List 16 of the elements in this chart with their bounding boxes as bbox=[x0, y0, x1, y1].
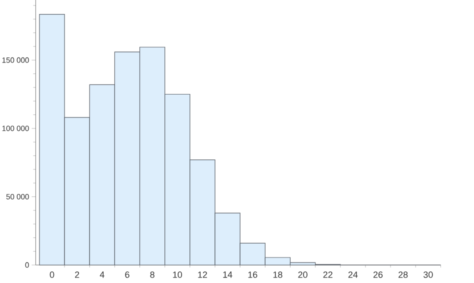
x-tick-label: 28 bbox=[398, 272, 408, 278]
x-tick-label: 10 bbox=[173, 272, 182, 278]
x-tick-label: 20 bbox=[298, 272, 308, 278]
x-tick-label: 0 bbox=[50, 272, 54, 278]
x-tick-label: 12 bbox=[198, 272, 207, 278]
x-tick-label: 22 bbox=[323, 272, 332, 278]
x-tick-label: 14 bbox=[223, 272, 232, 278]
x-tick-label: 6 bbox=[125, 272, 130, 278]
x-tick-label: 8 bbox=[150, 272, 154, 278]
x-tick-label: 2 bbox=[75, 272, 80, 278]
x-tick-label: 26 bbox=[373, 272, 383, 278]
x-tick-label: 4 bbox=[100, 272, 104, 278]
x-tick-label: 24 bbox=[348, 272, 358, 278]
x-tick-label: 18 bbox=[273, 272, 282, 278]
x-tick-label: 16 bbox=[248, 272, 258, 278]
x-tick-label: 30 bbox=[424, 272, 433, 278]
